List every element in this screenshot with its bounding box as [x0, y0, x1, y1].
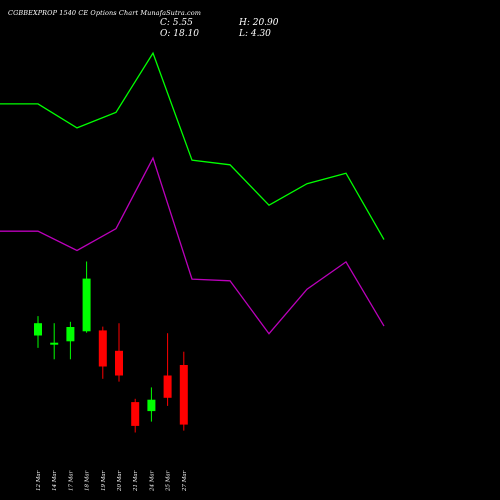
- chart-title: CGBBEXPROP 1540 CE Options Chart MunafaS…: [8, 9, 202, 17]
- date-tick-label: 19 Mar: [101, 470, 107, 491]
- date-tick-label: 27 Mar: [182, 470, 188, 492]
- date-tick-label: 25 Mar: [166, 470, 172, 492]
- candle-body: [115, 350, 123, 376]
- date-tick-label: 21 Mar: [133, 470, 139, 492]
- candle-body: [34, 323, 42, 336]
- date-tick-label: 17 Mar: [68, 470, 74, 491]
- candle-body: [98, 330, 107, 367]
- high-value: H: 20.90: [239, 18, 279, 28]
- candle-body: [66, 327, 75, 342]
- indicator-line-2: [0, 156, 385, 335]
- candle-body: [163, 375, 172, 398]
- date-tick-label: 14 Mar: [52, 470, 58, 491]
- date-tick-label: 24 Mar: [149, 470, 155, 492]
- candle-body: [131, 402, 140, 426]
- date-tick-label: 12 Mar: [36, 470, 42, 491]
- open-value: O: 18.10: [160, 29, 200, 39]
- date-tick-label: 20 Mar: [117, 470, 123, 492]
- indicator-line-1: [0, 51, 385, 240]
- close-value: C: 5.55: [160, 18, 193, 28]
- candle-body: [82, 278, 91, 332]
- candle-body: [179, 365, 188, 425]
- candle-body: [147, 399, 156, 412]
- candle-body: [50, 342, 59, 345]
- low-value: L: 4.30: [239, 29, 271, 39]
- date-tick-label: 18 Mar: [85, 470, 91, 491]
